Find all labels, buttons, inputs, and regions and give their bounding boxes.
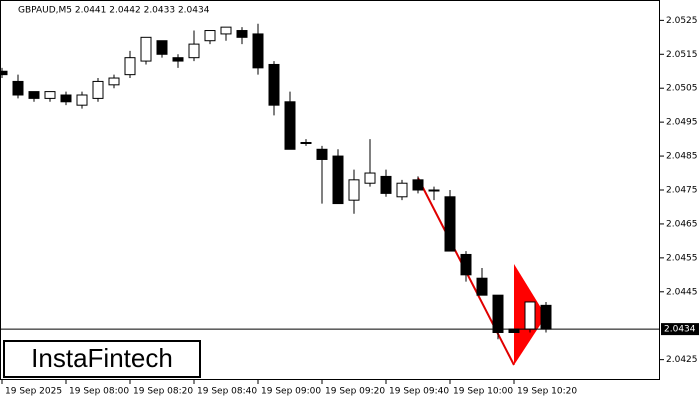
candle-body xyxy=(476,277,488,296)
chart-title: GBPAUD,M5 2.0441 2.0442 2.0433 2.0434 xyxy=(18,6,210,16)
y-tick-label: 2.0455 xyxy=(666,253,698,263)
candle-body xyxy=(508,328,520,334)
price-tag xyxy=(661,323,699,336)
candle-body xyxy=(300,142,312,144)
y-tick-label: 2.0525 xyxy=(666,16,698,26)
candle-body xyxy=(156,40,168,55)
x-tick-label: 19 Sep 08:40 xyxy=(197,387,257,397)
x-tick-label: 19 Sep 09:20 xyxy=(325,387,385,397)
candle-body xyxy=(332,155,344,205)
y-tick-label: 2.0515 xyxy=(666,50,698,60)
candle-body xyxy=(204,30,216,42)
y-tick-label: 2.0425 xyxy=(666,355,698,365)
candle-body xyxy=(28,91,40,99)
candle-body xyxy=(316,148,328,160)
candle-body xyxy=(44,91,56,99)
candle-body xyxy=(236,30,248,38)
price-label: 2.0434 xyxy=(664,325,696,335)
candle-body xyxy=(76,94,88,106)
candle-body xyxy=(540,304,552,330)
candle-body xyxy=(524,301,536,330)
candle-body xyxy=(12,80,24,96)
y-tick-label: 2.0505 xyxy=(666,84,698,94)
candle-body xyxy=(396,182,408,198)
candle-body xyxy=(284,101,296,150)
logo-box xyxy=(3,340,201,378)
candle-body xyxy=(252,33,264,69)
y-tick-label: 2.0445 xyxy=(666,287,698,297)
x-tick-label: 19 Sep 09:00 xyxy=(261,387,321,397)
candle-body xyxy=(188,43,200,59)
candle-body xyxy=(172,57,184,62)
x-tick-label: 19 Sep 09:40 xyxy=(389,387,449,397)
candle-body xyxy=(460,253,472,276)
plot-frame xyxy=(0,0,660,380)
candle-body xyxy=(492,294,504,333)
candle-body xyxy=(0,70,8,76)
candle-body xyxy=(380,175,392,194)
candle-body xyxy=(124,57,136,76)
y-tick-label: 2.0495 xyxy=(666,118,698,128)
candle-body xyxy=(268,63,280,106)
candle-body xyxy=(220,26,232,35)
candle-body xyxy=(60,94,72,103)
x-tick-label: 19 Sep 08:20 xyxy=(133,387,193,397)
x-tick-label: 19 Sep 08:00 xyxy=(69,387,129,397)
candle-body xyxy=(412,179,424,191)
y-tick-label: 2.0465 xyxy=(666,219,698,229)
x-tick-label: 19 Sep 10:20 xyxy=(517,387,577,397)
candle-body xyxy=(364,172,376,184)
candle-body xyxy=(428,189,440,192)
candle-body xyxy=(140,36,152,62)
candle-body xyxy=(108,77,120,86)
y-tick-label: 2.0475 xyxy=(666,186,698,196)
x-tick-label: 19 Sep 10:00 xyxy=(453,387,513,397)
candle-body xyxy=(444,196,456,252)
x-tick-label: 19 Sep 2025 xyxy=(5,387,62,397)
logo: InstaFintech xyxy=(31,343,173,373)
candle-body xyxy=(92,80,104,99)
y-tick-label: 2.0485 xyxy=(666,152,698,162)
candle-body xyxy=(348,179,360,201)
